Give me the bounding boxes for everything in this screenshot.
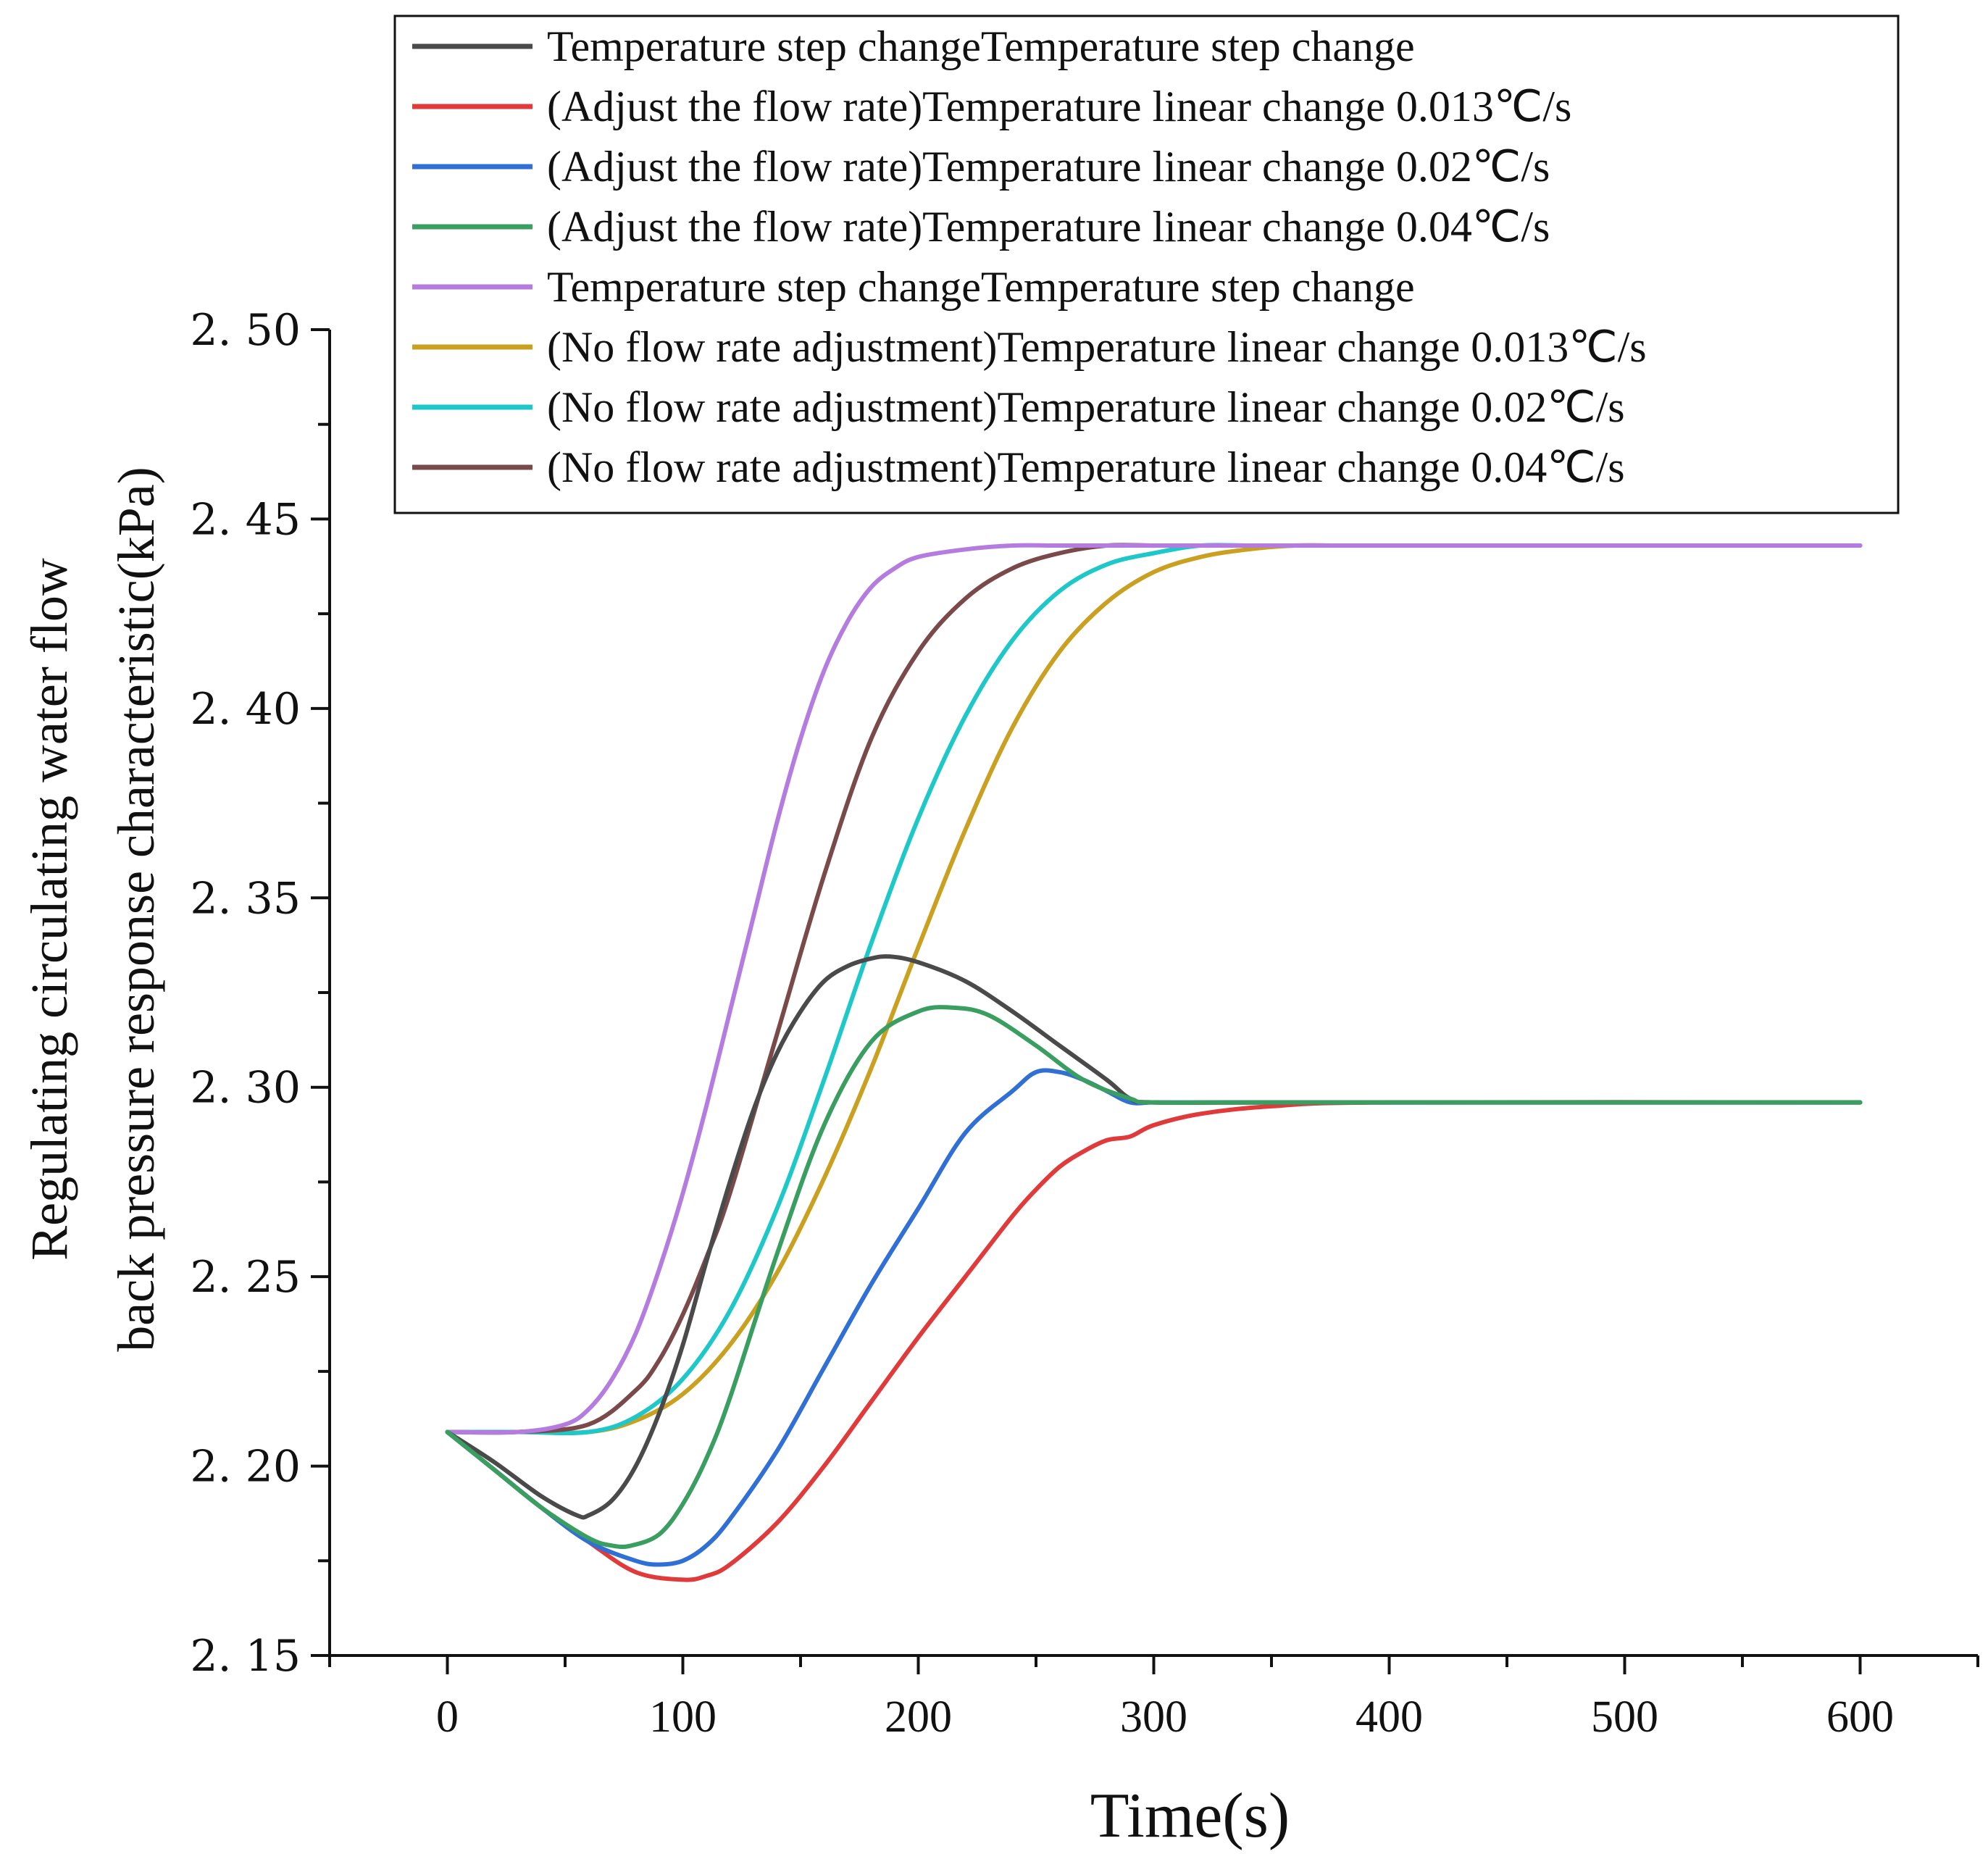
legend-label-2: (Adjust the flow rate)Temperature linear… [547,83,1571,130]
series-line-6 [445,543,1863,1435]
y-tick-label: 2. 30 [190,1063,301,1114]
x-tick-label: 400 [1356,1692,1423,1742]
x-tick-label: 500 [1591,1692,1658,1742]
x-tick-label: 0 [436,1692,459,1742]
x-tick-label: 600 [1826,1692,1894,1742]
legend-label-5: Temperature step changeTemperature step … [547,263,1415,311]
y-axis-label: Regulating circulating water flow back p… [20,467,165,1351]
series-line-7 [445,543,1863,1436]
legend-label-8: (No flow rate adjustment)Temperature lin… [547,443,1625,491]
y-tick-label: 2. 20 [190,1442,301,1492]
legend-label-1: Temperature step changeTemperature step … [547,22,1415,70]
x-tick-label: 200 [885,1692,952,1742]
x-tick-label: 100 [649,1692,717,1742]
series-line-5 [445,543,1863,1435]
series-line-1 [445,954,1863,1520]
legend-label-4: (Adjust the flow rate)Temperature linear… [547,203,1550,251]
ticks: 0 100 200 300 400 500 600 2. 15 2. 20 2. 25 2. 30 2… [190,305,1979,1742]
x-tick-label: 300 [1120,1692,1187,1742]
legend-label-3: (Adjust the flow rate)Temperature linear… [547,143,1550,191]
series-group [445,543,1863,1582]
x-axis-label: Time(s) [1090,1781,1290,1851]
legend: Temperature step changeTemperature step … [393,14,1900,514]
series-line-4 [445,1005,1863,1550]
y-tick-label: 2. 15 [190,1631,301,1682]
y-tick-label: 2. 40 [190,684,301,735]
y-tick-label: 2. 25 [190,1252,301,1303]
y-tick-label: 2. 35 [190,873,301,924]
y-tick-label: 2. 45 [190,494,301,545]
y-axis-label-line2: back pressure response characteristic(kP… [107,467,165,1351]
y-axis-label-line1: Regulating circulating water flow [20,558,78,1261]
series-line-8 [445,543,1863,1435]
axes [328,330,1978,1657]
y-tick-label: 2. 50 [190,305,301,356]
legend-label-7: (No flow rate adjustment)Temperature lin… [547,383,1625,431]
series-line-3 [445,1068,1863,1567]
legend-label-6: (No flow rate adjustment)Temperature lin… [547,323,1647,371]
series-line-2 [445,1100,1863,1582]
legend-box [393,14,1900,514]
